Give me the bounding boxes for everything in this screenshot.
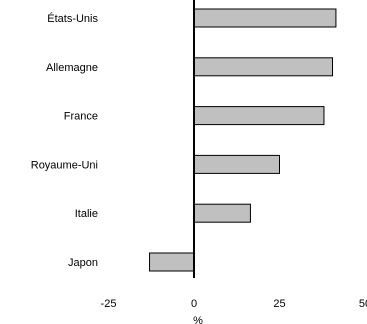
bar-4	[193, 203, 251, 223]
category-label-1: Allemagne	[46, 62, 98, 74]
x-tick-label-2: 25	[273, 298, 285, 310]
x-tick-label-1: 0	[191, 298, 197, 310]
bar-1	[193, 57, 334, 77]
category-label-2: France	[64, 111, 98, 123]
x-tick-labels: -25 0 25 50	[101, 298, 367, 310]
bar-5	[149, 252, 195, 272]
x-tick-label-0: -25	[101, 298, 117, 310]
bars-group	[149, 8, 337, 272]
x-tick-label-3: 50	[359, 298, 367, 310]
category-label-3: Royaume-Uni	[31, 159, 98, 171]
bar-2	[193, 106, 325, 126]
category-label-5: Japon	[68, 257, 98, 269]
category-label-4: Italie	[75, 208, 98, 220]
x-axis-unit-label: %	[193, 315, 203, 324]
category-labels: États-Unis Allemagne France Royaume-Uni Ital…	[31, 12, 99, 269]
category-label-0: États-Unis	[47, 12, 98, 25]
bar-3	[193, 154, 280, 174]
bar-0	[193, 8, 337, 28]
